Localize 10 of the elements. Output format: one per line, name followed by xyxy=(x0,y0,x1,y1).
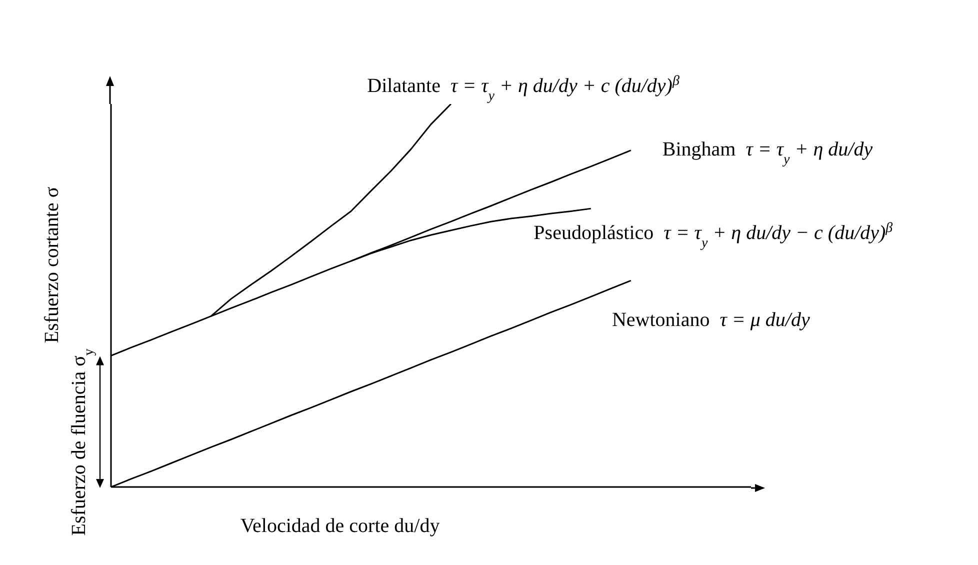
text: τ = τ$_{y}$ + η du/dy − c (du/dy)$^{β}$ xyxy=(664,220,893,250)
text: τ = τ$_{y}$ + η du/dy xyxy=(746,138,873,167)
series-label: Bingham xyxy=(662,138,736,160)
series-label: Dilatante xyxy=(367,75,441,97)
text: τ = τ$_{y}$ + η du/dy + c (du/dy)$^{β}$ xyxy=(450,74,680,104)
series-label: Newtoniano xyxy=(612,309,710,332)
text: τ = μ du/dy xyxy=(720,309,810,332)
x-axis-title: Velocidad de corte du/dy xyxy=(240,515,440,537)
series-label: Pseudoplástico xyxy=(534,222,654,244)
y-axis-title: Esfuerzo cortante σ xyxy=(41,186,63,344)
